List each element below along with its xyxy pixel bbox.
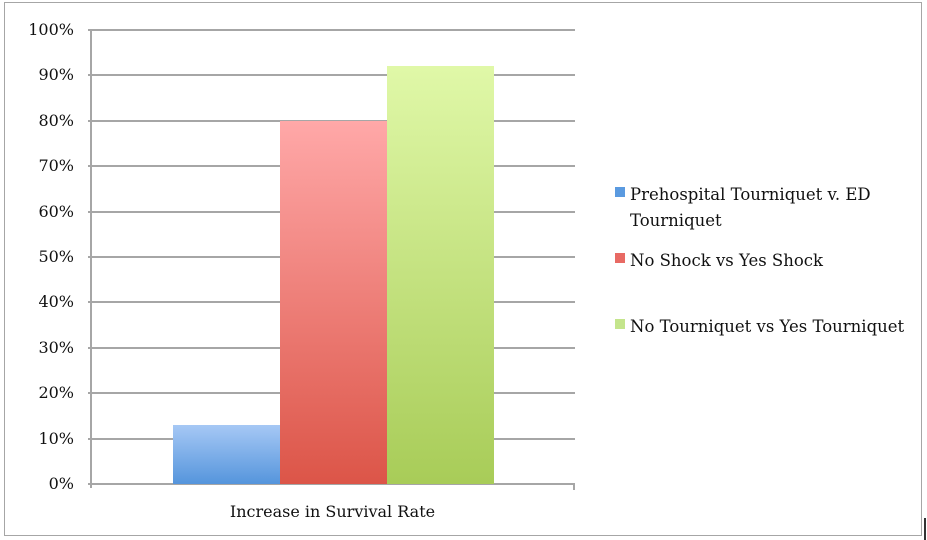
legend-swatch-blue xyxy=(615,187,625,197)
y-tick-label: 20% xyxy=(38,383,74,403)
y-tick-label: 50% xyxy=(38,247,74,266)
bar-1 xyxy=(173,424,280,484)
gridline xyxy=(88,29,575,31)
y-tick-label: 80% xyxy=(38,110,74,130)
legend-label: Prehospital Tourniquet v. ED Tourniquet xyxy=(630,185,871,230)
y-tick-label: 100% xyxy=(28,20,74,39)
gridline xyxy=(88,74,575,77)
y-tick-label: 0% xyxy=(48,474,74,493)
y-tick-label: 60% xyxy=(38,201,74,221)
y-tick-label: 30% xyxy=(38,337,74,357)
y-axis xyxy=(90,30,92,488)
x-axis xyxy=(88,483,575,485)
bar-2 xyxy=(280,120,387,484)
y-tick-label: 90% xyxy=(38,65,74,85)
frame-edge xyxy=(924,518,926,540)
y-tick-label: 10% xyxy=(38,428,74,448)
x-axis-label: Increase in Survival Rate xyxy=(229,502,436,521)
bar-3 xyxy=(387,66,494,484)
y-tick-label: 40% xyxy=(38,292,74,312)
y-tick-label: 70% xyxy=(38,156,74,176)
legend-swatch-green xyxy=(615,319,625,329)
legend-label: No Tourniquet vs Yes Tourniquet xyxy=(630,317,905,336)
x-axis-tick xyxy=(573,483,575,490)
chart-frame xyxy=(4,2,922,536)
legend-swatch-red xyxy=(615,253,625,263)
legend-label: No Shock vs Yes Shock xyxy=(630,251,824,270)
